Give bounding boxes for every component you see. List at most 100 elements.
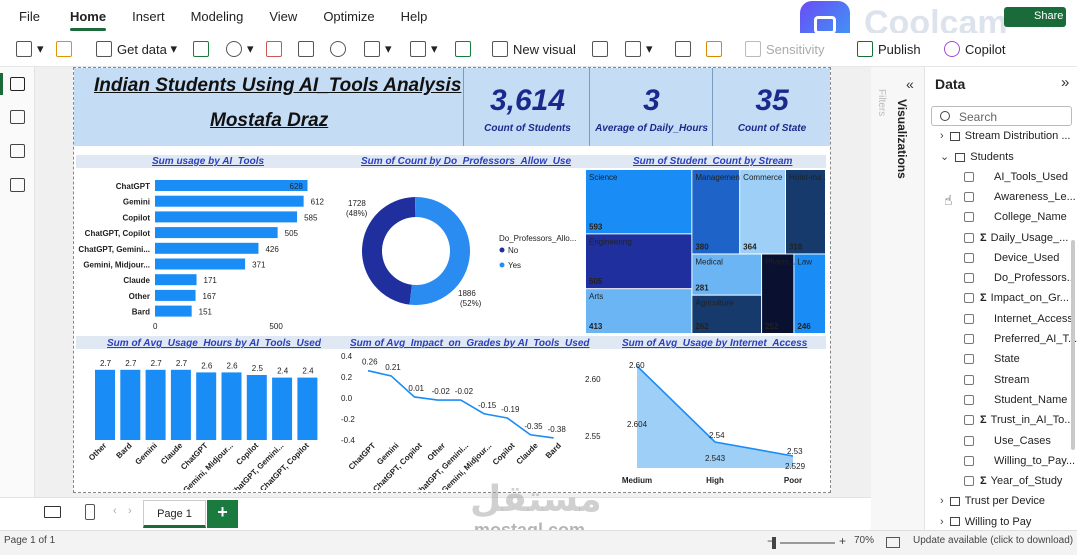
title-card[interactable]: Indian Students Using AI_Tools Analysis … xyxy=(74,68,464,146)
dax-query-icon[interactable] xyxy=(10,178,25,192)
more-visuals-button[interactable]: ▾ xyxy=(625,41,653,57)
table-node[interactable]: ⌄ Students xyxy=(940,150,1014,163)
menu-modeling[interactable]: Modeling xyxy=(190,9,244,24)
field-item[interactable]: Σ Trust_in_AI_To... xyxy=(964,414,1073,426)
field-item[interactable]: Σ Impact_on_Gr... xyxy=(964,292,1069,304)
table-view-icon[interactable] xyxy=(10,110,25,124)
field-item[interactable]: Do_Professors... xyxy=(964,272,1076,284)
chevron-right-icon[interactable]: › xyxy=(940,515,947,528)
collapse-data-pane-icon[interactable]: » xyxy=(1061,74,1070,91)
get-data-button[interactable]: Get data ▾ xyxy=(96,41,177,57)
menu-insert[interactable]: Insert xyxy=(132,9,165,24)
menu-view[interactable]: View xyxy=(269,9,298,24)
field-checkbox[interactable] xyxy=(964,273,974,284)
field-item[interactable]: State xyxy=(964,353,1020,365)
text-box-button[interactable] xyxy=(592,41,613,57)
zoom-thumb[interactable] xyxy=(772,537,776,549)
new-visual-button[interactable]: New visual xyxy=(492,41,576,57)
zoom-in-button[interactable]: + xyxy=(839,534,847,548)
field-item[interactable]: Σ Year_of_Study xyxy=(964,475,1062,487)
field-checkbox[interactable] xyxy=(964,415,974,426)
transform-button[interactable]: ▾ xyxy=(410,41,438,57)
desktop-layout-icon[interactable] xyxy=(44,506,61,518)
field-checkbox[interactable] xyxy=(964,394,974,405)
visualizations-pane-collapsed[interactable]: « Visualizations Filters xyxy=(871,67,925,530)
expand-pane-icon[interactable]: « xyxy=(906,76,914,92)
publish-button[interactable]: Publish xyxy=(857,41,921,57)
field-item[interactable]: College_Name xyxy=(964,211,1067,223)
kpi-card-daily-hours[interactable]: 3 Average of Daily_Hours xyxy=(591,68,713,146)
report-view-icon[interactable] xyxy=(10,77,25,91)
tab-page-1[interactable]: Page 1 xyxy=(143,500,206,528)
field-item[interactable]: Internet_Access xyxy=(964,313,1073,325)
field-item[interactable]: Σ Daily_Usage_... xyxy=(964,232,1068,244)
quick-measure-button[interactable] xyxy=(706,41,727,57)
paste-button[interactable]: ▾ xyxy=(16,41,44,57)
model-view-icon[interactable] xyxy=(10,144,25,158)
field-checkbox[interactable] xyxy=(964,354,974,365)
excel-button[interactable] xyxy=(193,41,214,57)
share-button[interactable]: Share xyxy=(1004,7,1066,27)
table-node[interactable]: › Stream Distribution ... xyxy=(940,130,1071,142)
field-item[interactable]: AI_Tools_Used xyxy=(964,171,1068,183)
donut-chart-professors[interactable]: 1728(48%) 1886(52%) Do_Professors_Allo... N… xyxy=(340,172,585,332)
bar-chart-usage-by-tools[interactable]: ChatGPT 628 Gemini 612 Copilot 585 ChatGPT, Co… xyxy=(78,172,340,332)
onelake-button[interactable]: ▾ xyxy=(226,41,254,57)
ribbon: ▾ Get data ▾ ▾ ▾ ▾ New visual ▾ Sensitiv… xyxy=(0,33,1077,67)
chevron-right-icon[interactable]: › xyxy=(940,495,947,508)
field-item[interactable]: Device_Used xyxy=(964,252,1059,264)
zoom-out-button[interactable]: − xyxy=(767,534,775,548)
line-chart-impact[interactable]: 0.40.20.0-0.2-0.40.26ChatGPT0.21Gemini0.… xyxy=(336,350,606,490)
field-item[interactable]: Awareness_Le... xyxy=(964,191,1076,203)
dataverse-button[interactable] xyxy=(330,41,351,57)
chevron-down-icon[interactable]: ⌄ xyxy=(940,151,953,164)
fit-page-icon[interactable] xyxy=(886,537,900,548)
copilot-button[interactable]: Copilot xyxy=(944,41,1005,57)
field-item[interactable]: Willing_to_Pay... xyxy=(964,455,1075,467)
field-item[interactable]: Use_Cases xyxy=(964,435,1051,447)
format-painter-button[interactable] xyxy=(56,41,77,57)
kpi-card-students[interactable]: 3,614 Count of Students xyxy=(466,68,590,146)
menu-help[interactable]: Help xyxy=(400,9,428,24)
mobile-layout-icon[interactable] xyxy=(85,504,95,520)
treemap-stream[interactable]: Science 593 Engineering 505 Arts 413 Managemen… xyxy=(586,170,826,334)
field-item[interactable]: Preferred_AI_T... xyxy=(964,333,1077,345)
field-checkbox[interactable] xyxy=(964,313,974,324)
field-checkbox[interactable] xyxy=(964,191,974,202)
menu-home[interactable]: Home xyxy=(69,9,107,31)
table-node[interactable]: › Trust per Device xyxy=(940,495,1045,507)
next-page-icon[interactable]: › xyxy=(128,505,132,517)
field-checkbox[interactable] xyxy=(964,252,974,263)
filters-label[interactable]: Filters xyxy=(876,89,887,117)
field-checkbox[interactable] xyxy=(964,435,974,446)
chevron-right-icon[interactable]: › xyxy=(940,130,947,142)
sql-button[interactable] xyxy=(266,41,287,57)
field-checkbox[interactable] xyxy=(964,293,974,304)
table-node[interactable]: › Willing to Pay xyxy=(940,516,1031,528)
menu-optimize[interactable]: Optimize xyxy=(323,9,375,24)
add-page-button[interactable]: + xyxy=(207,500,238,528)
refresh-button[interactable] xyxy=(455,41,476,57)
field-item[interactable]: Stream xyxy=(964,374,1029,386)
field-checkbox[interactable] xyxy=(964,455,974,466)
field-item[interactable]: Student_Name xyxy=(964,394,1067,406)
column-chart-usage-hours[interactable]: 2.7Other2.7Bard2.7Gemini2.7Claude2.6Chat… xyxy=(78,350,333,490)
field-checkbox[interactable] xyxy=(964,212,974,223)
field-checkbox[interactable] xyxy=(964,476,974,487)
recent-sources-button[interactable]: ▾ xyxy=(364,41,392,57)
field-checkbox[interactable] xyxy=(964,334,974,345)
update-available-link[interactable]: Update available (click to download) xyxy=(913,535,1074,546)
field-checkbox[interactable] xyxy=(964,374,974,385)
data-pane-scrollbar[interactable] xyxy=(1071,240,1075,450)
data-search-input[interactable]: Search xyxy=(931,106,1072,126)
sensitivity-button[interactable]: Sensitivity xyxy=(745,41,825,57)
field-checkbox[interactable] xyxy=(964,171,974,182)
kpi-card-state[interactable]: 35 Count of State xyxy=(714,68,830,146)
new-measure-button[interactable] xyxy=(675,41,696,57)
field-checkbox[interactable] xyxy=(964,232,974,243)
area-chart-internet[interactable]: 2.60 2.55 2.60 2.604 2.54 2.543 2.53 2.529 Mediu… xyxy=(585,350,827,490)
menu-file[interactable]: File xyxy=(19,9,40,24)
zoom-slider[interactable] xyxy=(780,542,835,544)
prev-page-icon[interactable]: ‹ xyxy=(113,505,117,517)
enter-data-button[interactable] xyxy=(298,41,319,57)
